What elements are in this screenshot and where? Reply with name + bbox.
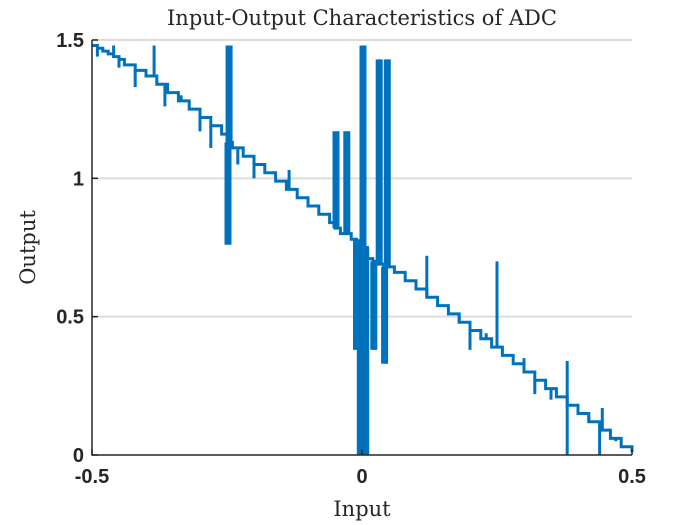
y-tick-label: 0.5 — [56, 307, 84, 329]
series-staircase-line — [92, 44, 634, 453]
y-axis-label: Output — [16, 210, 40, 285]
x-axis-label: Input — [333, 497, 391, 521]
x-tick-label: -0.5 — [75, 466, 109, 488]
x-tick-label: 0.5 — [618, 466, 646, 488]
ticks: -0.5 0 0.500.511.5 — [56, 30, 646, 488]
y-tick-label: 1 — [73, 168, 84, 190]
x-tick-label: 0 — [356, 466, 367, 488]
data-series — [92, 44, 634, 455]
y-tick-label: 1.5 — [56, 30, 84, 52]
chart-title: Input-Output Characteristics of ADC — [167, 6, 557, 30]
y-tick-label: 0 — [73, 445, 84, 467]
